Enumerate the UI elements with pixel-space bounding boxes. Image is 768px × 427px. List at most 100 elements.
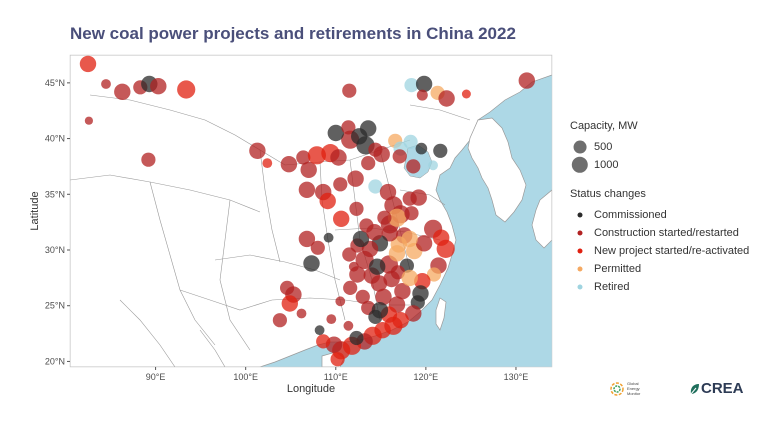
plant-point-new-project-started-re-activated bbox=[262, 158, 273, 169]
plant-point-construction-started-restarted bbox=[392, 149, 407, 164]
plant-point-construction-started-restarted bbox=[326, 314, 337, 324]
plant-point-construction-started-restarted bbox=[300, 161, 317, 178]
chart-title: New coal power projects and retirements … bbox=[70, 24, 516, 43]
plant-point-commissioned bbox=[415, 75, 433, 93]
plant-point-construction-started-restarted bbox=[355, 289, 370, 304]
admin-border bbox=[119, 299, 176, 367]
admin-border bbox=[70, 174, 261, 213]
gem-logo: Global Energy Monitor bbox=[610, 381, 651, 396]
plant-point-permitted bbox=[390, 236, 407, 253]
plant-point-commissioned bbox=[369, 258, 386, 275]
admin-border bbox=[179, 289, 273, 311]
legend: Capacity, MW 500 1000 Status changes Comm… bbox=[570, 120, 760, 296]
admin-border bbox=[219, 199, 251, 351]
status-legend-symbol bbox=[570, 242, 590, 260]
status-legend-label: Construction started/restarted bbox=[594, 227, 739, 239]
plant-point-construction-started-restarted bbox=[150, 78, 167, 95]
plant-point-construction-started-restarted bbox=[272, 313, 287, 328]
plant-point-construction-started-restarted bbox=[359, 218, 374, 233]
plant-point-construction-started-restarted bbox=[348, 261, 359, 272]
korean-peninsula bbox=[467, 117, 527, 223]
plant-point-new-project-started-re-activated bbox=[330, 352, 345, 367]
plant-point-construction-started-restarted bbox=[406, 159, 421, 174]
plant-point-commissioned bbox=[314, 325, 325, 336]
x-tick-label: 90°E bbox=[146, 372, 166, 382]
x-axis-title: Longitude bbox=[287, 383, 335, 395]
plant-point-commissioned bbox=[349, 330, 364, 346]
y-tick-label: 40°N bbox=[45, 134, 65, 144]
y-axis-title: Latitude bbox=[29, 191, 41, 230]
plant-point-permitted bbox=[426, 267, 442, 282]
admin-border bbox=[149, 181, 216, 346]
gem-globe-icon bbox=[610, 381, 624, 396]
capacity-legend-title: Capacity, MW bbox=[570, 120, 638, 132]
plant-point-commissioned bbox=[303, 255, 320, 272]
plant-point-new-project-started-re-activated bbox=[316, 334, 331, 349]
status-legend-label: Retired bbox=[594, 281, 630, 293]
plant-point-construction-started-restarted bbox=[343, 320, 354, 331]
plant-point-new-project-started-re-activated bbox=[281, 295, 298, 312]
status-legend-label: New project started/re-activated bbox=[594, 245, 750, 257]
gem-logo-text: Global Energy Monitor bbox=[627, 381, 641, 396]
plant-point-retired bbox=[368, 179, 383, 194]
crea-logo: CREA bbox=[689, 380, 744, 397]
plant-point-construction-started-restarted bbox=[298, 230, 316, 248]
status-legend-item-construction-started-restarted: Construction started/restarted bbox=[570, 224, 760, 242]
capacity-legend-item: 1000 bbox=[570, 156, 760, 174]
plant-point-construction-started-restarted bbox=[381, 225, 398, 242]
plant-point-new-project-started-re-activated bbox=[414, 273, 431, 290]
plant-point-new-project-started-re-activated bbox=[461, 89, 471, 99]
status-legend-item-commissioned: Commissioned bbox=[570, 206, 760, 224]
plant-point-construction-started-restarted bbox=[249, 142, 266, 159]
y-tick-label: 35°N bbox=[45, 189, 65, 199]
plant-point-construction-started-restarted bbox=[84, 116, 93, 125]
plant-point-construction-started-restarted bbox=[377, 210, 392, 225]
plant-point-construction-started-restarted bbox=[375, 288, 392, 305]
plant-point-construction-started-restarted bbox=[280, 156, 298, 173]
plant-point-construction-started-restarted bbox=[342, 247, 357, 262]
plant-point-construction-started-restarted bbox=[404, 206, 419, 221]
japan-islands bbox=[531, 189, 552, 249]
plant-point-construction-started-restarted bbox=[310, 240, 325, 255]
plant-point-commissioned bbox=[352, 230, 370, 248]
capacity-legend: 500 1000 bbox=[570, 138, 760, 174]
plant-point-construction-started-restarted bbox=[355, 250, 374, 270]
plant-point-commissioned bbox=[360, 120, 377, 137]
plant-point-construction-started-restarted bbox=[343, 280, 358, 295]
admin-border bbox=[259, 149, 281, 263]
x-tick-label: 100°E bbox=[233, 372, 258, 382]
plant-point-construction-started-restarted bbox=[373, 146, 390, 163]
plant-point-retired bbox=[403, 134, 418, 149]
plant-point-commissioned bbox=[323, 232, 334, 243]
plant-point-construction-started-restarted bbox=[416, 89, 428, 101]
crea-leaf-icon bbox=[690, 383, 699, 394]
plant-point-commissioned bbox=[415, 142, 428, 155]
plant-point-new-project-started-re-activated bbox=[79, 55, 97, 73]
x-tick-label: 110°E bbox=[324, 372, 348, 382]
plant-point-construction-started-restarted bbox=[341, 120, 356, 135]
plant-point-construction-started-restarted bbox=[390, 265, 405, 280]
y-tick-label: 30°N bbox=[45, 245, 65, 255]
admin-border bbox=[199, 329, 226, 367]
plant-point-construction-started-restarted bbox=[347, 170, 364, 187]
plant-point-new-project-started-re-activated bbox=[307, 146, 326, 165]
status-legend-symbol bbox=[570, 278, 590, 296]
y-tick-label: 45°N bbox=[45, 78, 65, 88]
status-legend-symbol bbox=[570, 206, 590, 224]
crea-logo-text: CREA bbox=[701, 380, 744, 397]
map-plot-area bbox=[70, 55, 552, 367]
plant-point-commissioned bbox=[327, 124, 344, 142]
status-legend-item-new-project-started-re-activated: New project started/re-activated bbox=[570, 242, 760, 260]
plant-point-construction-started-restarted bbox=[361, 156, 376, 171]
plant-point-construction-started-restarted bbox=[114, 83, 131, 101]
status-legend-symbol bbox=[570, 224, 590, 242]
plant-point-commissioned bbox=[371, 302, 389, 319]
plant-point-construction-started-restarted bbox=[415, 235, 433, 252]
plant-point-permitted bbox=[401, 269, 418, 287]
plant-point-construction-started-restarted bbox=[342, 83, 357, 98]
plant-point-construction-started-restarted bbox=[330, 149, 347, 166]
plant-point-new-project-started-re-activated bbox=[436, 239, 455, 258]
plant-point-new-project-started-re-activated bbox=[177, 80, 196, 99]
plant-point-construction-started-restarted bbox=[405, 305, 422, 322]
